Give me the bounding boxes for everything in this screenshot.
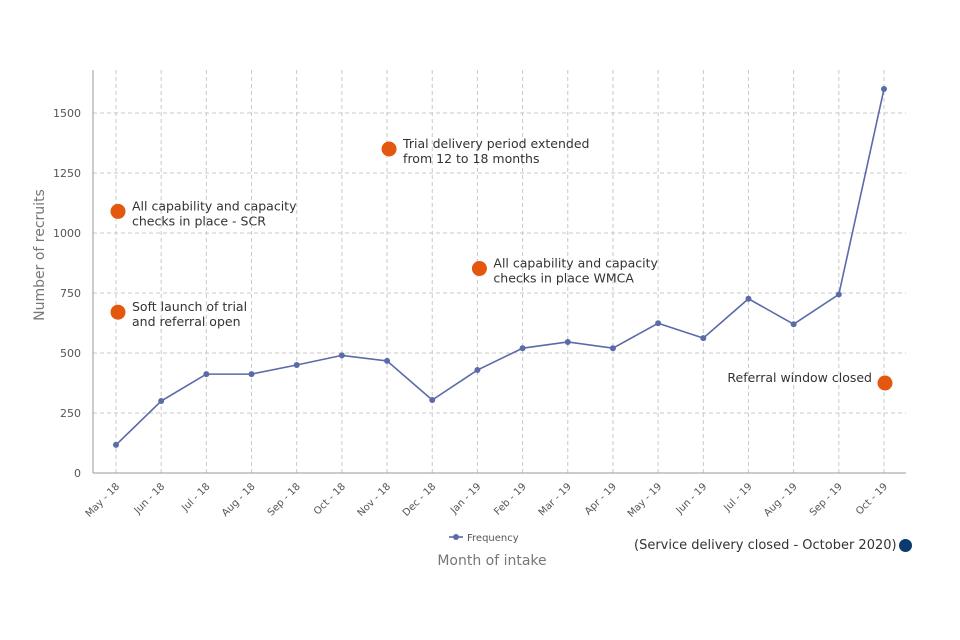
data-point — [248, 371, 255, 378]
x-tick-label: May - 19 — [626, 481, 664, 519]
x-tick-label: Nov - 18 — [356, 481, 394, 519]
x-tick-label: Dec - 18 — [401, 481, 439, 519]
annotation-marker — [471, 261, 487, 277]
data-point — [338, 352, 345, 359]
annotation-text: All capability and capacity — [493, 256, 658, 271]
annotation-marker — [110, 203, 126, 219]
data-point — [609, 345, 616, 352]
annotation-text: checks in place WMCA — [493, 271, 634, 286]
x-tick-label: Apr - 19 — [583, 481, 619, 517]
x-tick-label: Aug - 18 — [220, 481, 258, 519]
data-point — [519, 345, 526, 352]
y-tick-label: 1000 — [53, 227, 81, 240]
data-point — [429, 397, 436, 404]
legend-label: Frequency — [467, 533, 519, 544]
data-point — [745, 295, 752, 302]
data-point — [113, 441, 119, 448]
x-axis-title: Month of intake — [437, 553, 546, 569]
y-tick-label: 1250 — [53, 167, 81, 180]
y-tick-label: 1500 — [53, 107, 81, 120]
data-point — [158, 398, 165, 404]
x-tick-label: Jun - 19 — [674, 481, 710, 517]
x-tick-label: Jan - 19 — [448, 481, 483, 516]
y-tick-label: 500 — [60, 347, 81, 360]
x-tick-label: Oct - 19 — [854, 481, 890, 517]
x-tick-label: Aug - 19 — [762, 481, 800, 519]
x-tick-label: Jul - 19 — [722, 481, 755, 514]
annotation-text: checks in place - SCR — [132, 213, 266, 228]
annotation-text: from 12 to 18 months — [403, 151, 539, 166]
annotation-marker — [110, 304, 126, 320]
data-point — [881, 86, 887, 92]
x-tick-label: Oct - 18 — [312, 481, 348, 517]
annotation-text: and referral open — [132, 314, 241, 329]
x-tick-label: Sep - 18 — [266, 481, 303, 518]
data-point — [293, 362, 300, 368]
y-axis-title: Number of recruits — [32, 189, 48, 321]
data-point — [700, 335, 707, 342]
data-point — [203, 371, 210, 378]
footnote-marker — [899, 539, 912, 552]
annotation-text: Soft launch of trial — [132, 299, 247, 314]
y-tick-label: 750 — [60, 287, 81, 300]
y-tick-label: 0 — [74, 467, 81, 480]
annotation-text: Referral window closed — [727, 370, 872, 385]
data-point — [655, 320, 662, 327]
annotation-text: Trial delivery period extended — [402, 136, 589, 151]
x-tick-label: Mar - 19 — [537, 481, 574, 518]
annotation-marker — [877, 375, 893, 391]
data-point — [564, 338, 571, 345]
data-point — [835, 291, 842, 298]
data-point — [474, 367, 481, 374]
x-tick-label: May - 18 — [84, 481, 122, 519]
x-tick-label: Sep - 19 — [808, 481, 845, 518]
footnote-text: (Service delivery closed - October 2020) — [634, 538, 897, 553]
x-tick-label: Jul - 18 — [179, 481, 212, 514]
x-tick-label: Feb - 19 — [492, 481, 528, 517]
series-line-frequency — [115, 88, 885, 446]
annotation-text: All capability and capacity — [132, 198, 297, 213]
annotation-marker — [381, 141, 397, 157]
data-point — [384, 357, 391, 364]
y-tick-label: 250 — [60, 407, 81, 420]
x-tick-label: Jun - 18 — [132, 481, 168, 517]
data-point — [790, 321, 797, 328]
legend-marker — [453, 534, 459, 540]
